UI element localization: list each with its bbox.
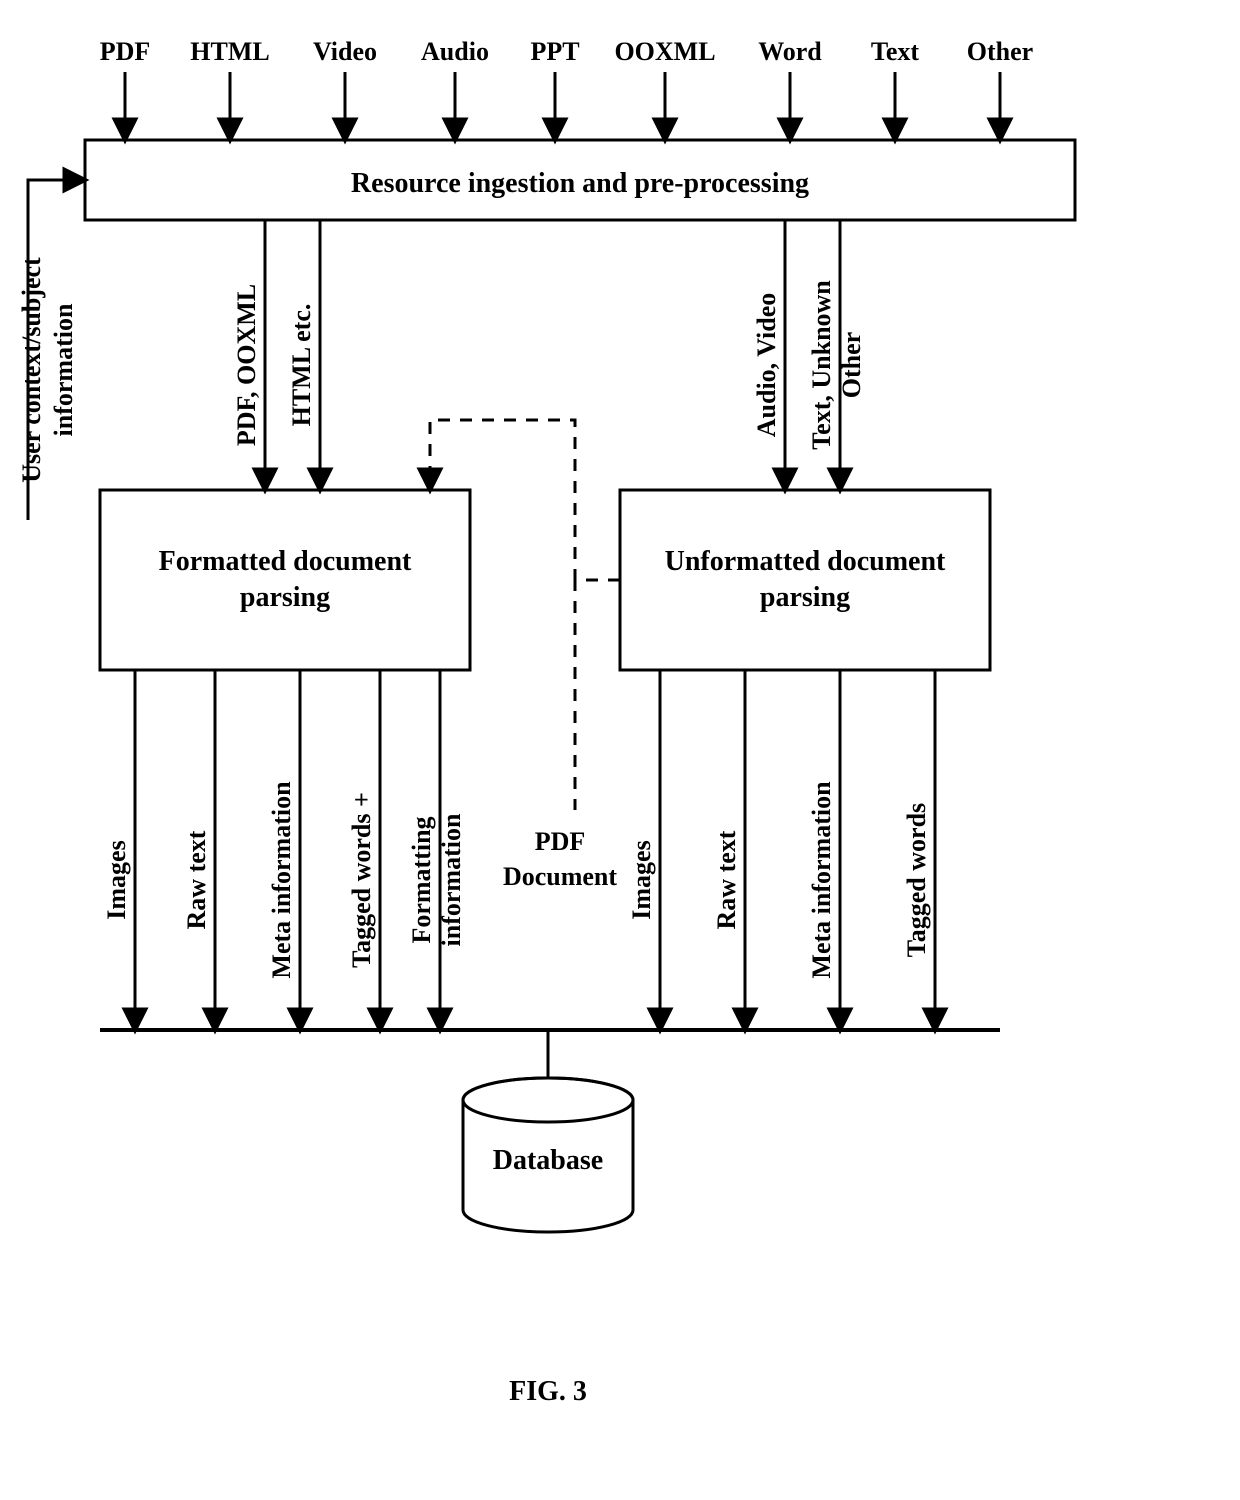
ingestion-box-label: Resource ingestion and pre-processing [351,168,809,199]
route-label: HTML etc. [287,304,316,427]
user-context-label: information [49,303,78,436]
output-label: Raw text [182,830,211,929]
unformatted-box-label: parsing [760,582,850,613]
route-label: PDF, OOXML [232,284,261,446]
route-label: Audio, Video [752,293,781,438]
route-label: Text, Unknown [807,280,836,450]
output-label: Formatting [407,816,436,943]
pdf-feedback-tail [575,580,620,810]
user-context-label: User context/subject [17,257,46,483]
output-label: Meta information [267,781,296,979]
database-label: Database [493,1145,603,1176]
flow-diagram: PDF HTML Video Audio PPT OOXML Word Text Other Re… [0,0,1240,1500]
input-format-label: PPT [530,37,579,66]
output-label: information [437,813,466,946]
input-format-label: Text [871,37,919,66]
input-format-label: HTML [190,37,269,66]
formatted-box-label: Formatted document [159,546,412,577]
output-label: Raw text [712,830,741,929]
input-format-label: OOXML [614,37,715,66]
formatted-box-label: parsing [240,582,330,613]
route-label: Other [837,332,866,398]
input-format-label: Video [313,37,377,66]
input-format-label: PDF [100,37,151,66]
input-format-label: Other [967,37,1033,66]
output-label: Tagged words [902,803,931,957]
input-format-label: Word [758,37,822,66]
pdf-document-label: Document [503,862,617,891]
output-label: Images [102,840,131,919]
output-label: Images [627,840,656,919]
pdf-feedback-arrow [430,420,620,580]
unformatted-box [620,490,990,670]
unformatted-box-label: Unformatted document [665,546,946,577]
output-label: Tagged words + [347,792,376,968]
pdf-document-label: PDF [535,827,586,856]
formatted-box [100,490,470,670]
output-label: Meta information [807,781,836,979]
figure-caption: FIG. 3 [509,1376,587,1407]
input-format-label: Audio [421,37,489,66]
